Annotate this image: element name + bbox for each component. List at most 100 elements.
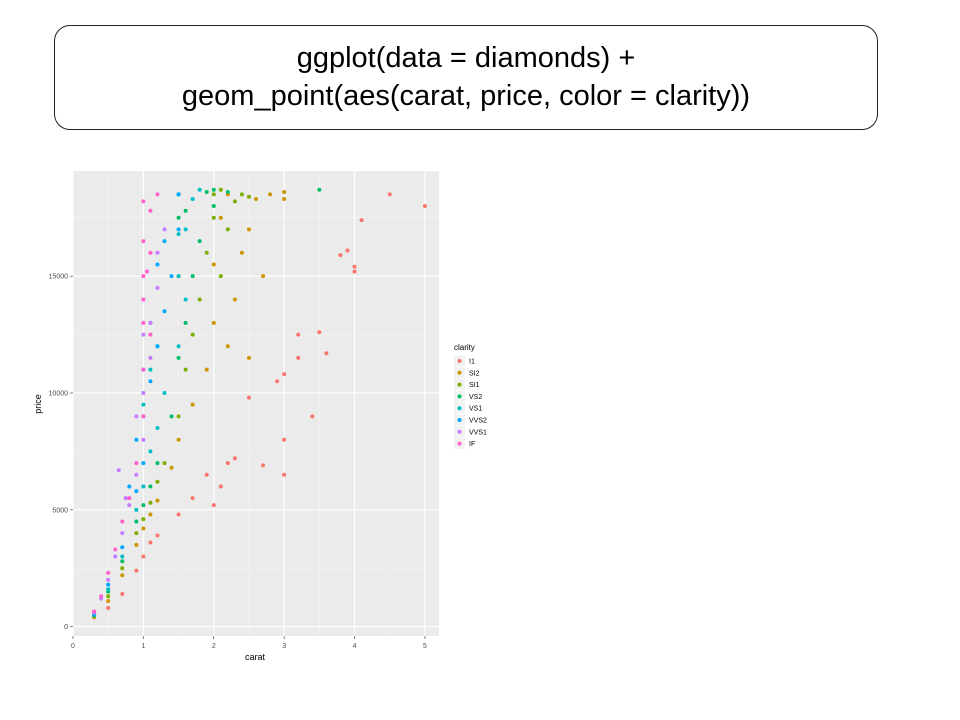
data-point-vvs1 bbox=[116, 468, 121, 473]
data-point-i1 bbox=[282, 372, 287, 377]
data-point-si1 bbox=[218, 187, 223, 192]
data-point-vs2 bbox=[317, 187, 322, 192]
data-point-if bbox=[127, 496, 132, 501]
data-point-i1 bbox=[352, 269, 357, 274]
data-point-vs2 bbox=[148, 484, 153, 489]
data-point-i1 bbox=[120, 591, 125, 596]
axis-ticks: 0 1 2 3 4 5 0 5000 10000 15000 bbox=[49, 274, 427, 650]
legend-label-vs2: VS2 bbox=[469, 394, 482, 401]
data-point-if bbox=[141, 367, 146, 372]
data-point-si1 bbox=[246, 194, 251, 199]
data-point-vvs2 bbox=[127, 484, 132, 489]
plot-panel bbox=[73, 171, 439, 636]
data-point-if bbox=[106, 570, 111, 575]
x-axis-title: carat bbox=[245, 652, 266, 662]
data-point-vs1 bbox=[106, 587, 111, 592]
data-point-si2 bbox=[225, 344, 230, 349]
legend-key-si1 bbox=[457, 382, 462, 387]
data-point-si2 bbox=[155, 498, 160, 503]
data-point-vs1 bbox=[176, 344, 181, 349]
data-point-vvs1 bbox=[113, 554, 118, 559]
legend: clarity I1 SI2 SI1 VS2 VS1 VVS2 VVS1 IF bbox=[454, 343, 487, 450]
data-point-i1 bbox=[232, 456, 237, 461]
data-point-si1 bbox=[239, 192, 244, 197]
data-point-vs1 bbox=[141, 402, 146, 407]
data-points bbox=[92, 187, 427, 620]
data-point-i1 bbox=[324, 351, 329, 356]
data-point-vvs2 bbox=[162, 239, 167, 244]
data-point-vvs2 bbox=[155, 262, 160, 267]
data-point-i1 bbox=[345, 248, 350, 253]
legend-label-if: IF bbox=[469, 441, 475, 448]
data-point-vvs1 bbox=[127, 503, 132, 508]
data-point-vs2 bbox=[183, 208, 188, 213]
legend-label-si1: SI1 bbox=[469, 382, 480, 389]
data-point-i1 bbox=[275, 379, 280, 384]
data-point-if bbox=[141, 239, 146, 244]
data-point-vs1 bbox=[141, 484, 146, 489]
data-point-si2 bbox=[190, 402, 195, 407]
data-point-vs1 bbox=[148, 449, 153, 454]
data-point-i1 bbox=[352, 264, 357, 269]
data-point-vs2 bbox=[211, 204, 216, 209]
data-point-si2 bbox=[282, 197, 287, 202]
data-point-si2 bbox=[120, 573, 125, 578]
data-point-i1 bbox=[134, 568, 139, 573]
data-point-if bbox=[144, 269, 149, 274]
x-tick-label: 5 bbox=[423, 643, 427, 650]
data-point-vvs1 bbox=[106, 577, 111, 582]
data-point-si1 bbox=[120, 566, 125, 571]
code-caption-box: ggplot(data = diamonds) + geom_point(aes… bbox=[54, 25, 878, 130]
legend-title: clarity bbox=[454, 343, 475, 352]
data-point-vs1 bbox=[176, 232, 181, 237]
data-point-if bbox=[141, 414, 146, 419]
data-point-vs2 bbox=[197, 239, 202, 244]
data-point-vvs1 bbox=[134, 414, 139, 419]
data-point-vvs1 bbox=[148, 355, 153, 360]
legend-label-si2: SI2 bbox=[469, 370, 480, 377]
data-point-if bbox=[120, 519, 125, 524]
data-point-i1 bbox=[155, 533, 160, 538]
data-point-if bbox=[141, 297, 146, 302]
data-point-vvs1 bbox=[120, 531, 125, 536]
data-point-si1 bbox=[106, 594, 111, 599]
data-point-vs2 bbox=[183, 320, 188, 325]
legend-key-if bbox=[457, 441, 462, 446]
data-point-i1 bbox=[261, 463, 266, 468]
data-point-i1 bbox=[282, 437, 287, 442]
data-point-vvs2 bbox=[162, 309, 167, 314]
legend-label-vs1: VS1 bbox=[469, 406, 482, 413]
data-point-if bbox=[155, 192, 160, 197]
data-point-i1 bbox=[387, 192, 392, 197]
data-point-if bbox=[141, 274, 146, 279]
data-point-si1 bbox=[148, 500, 153, 505]
data-point-si1 bbox=[162, 461, 167, 466]
data-point-vs2 bbox=[204, 190, 209, 195]
data-point-vvs2 bbox=[106, 582, 111, 587]
data-point-si2 bbox=[232, 297, 237, 302]
data-point-i1 bbox=[190, 496, 195, 501]
data-point-vs1 bbox=[148, 367, 153, 372]
data-point-si2 bbox=[254, 197, 258, 202]
data-point-if bbox=[148, 332, 153, 337]
legend-key-i1 bbox=[457, 359, 462, 363]
data-point-si2 bbox=[141, 526, 146, 531]
data-point-vs1 bbox=[134, 507, 139, 512]
data-point-vvs1 bbox=[123, 496, 128, 501]
data-point-vs2 bbox=[155, 461, 160, 466]
data-point-if bbox=[134, 461, 139, 466]
data-point-vvs2 bbox=[169, 274, 174, 279]
data-point-vs2 bbox=[225, 190, 230, 195]
data-point-i1 bbox=[218, 484, 223, 489]
data-point-vs1 bbox=[183, 227, 188, 232]
data-point-si2 bbox=[211, 262, 216, 267]
data-point-si1 bbox=[134, 531, 139, 536]
data-point-vs1 bbox=[197, 187, 202, 192]
data-point-si2 bbox=[218, 215, 223, 220]
data-point-si2 bbox=[134, 542, 139, 547]
x-tick-label: 4 bbox=[353, 643, 357, 650]
data-point-vs1 bbox=[162, 390, 167, 395]
data-point-i1 bbox=[141, 554, 146, 559]
y-tick-label: 5000 bbox=[52, 507, 68, 514]
data-point-if bbox=[141, 320, 146, 325]
